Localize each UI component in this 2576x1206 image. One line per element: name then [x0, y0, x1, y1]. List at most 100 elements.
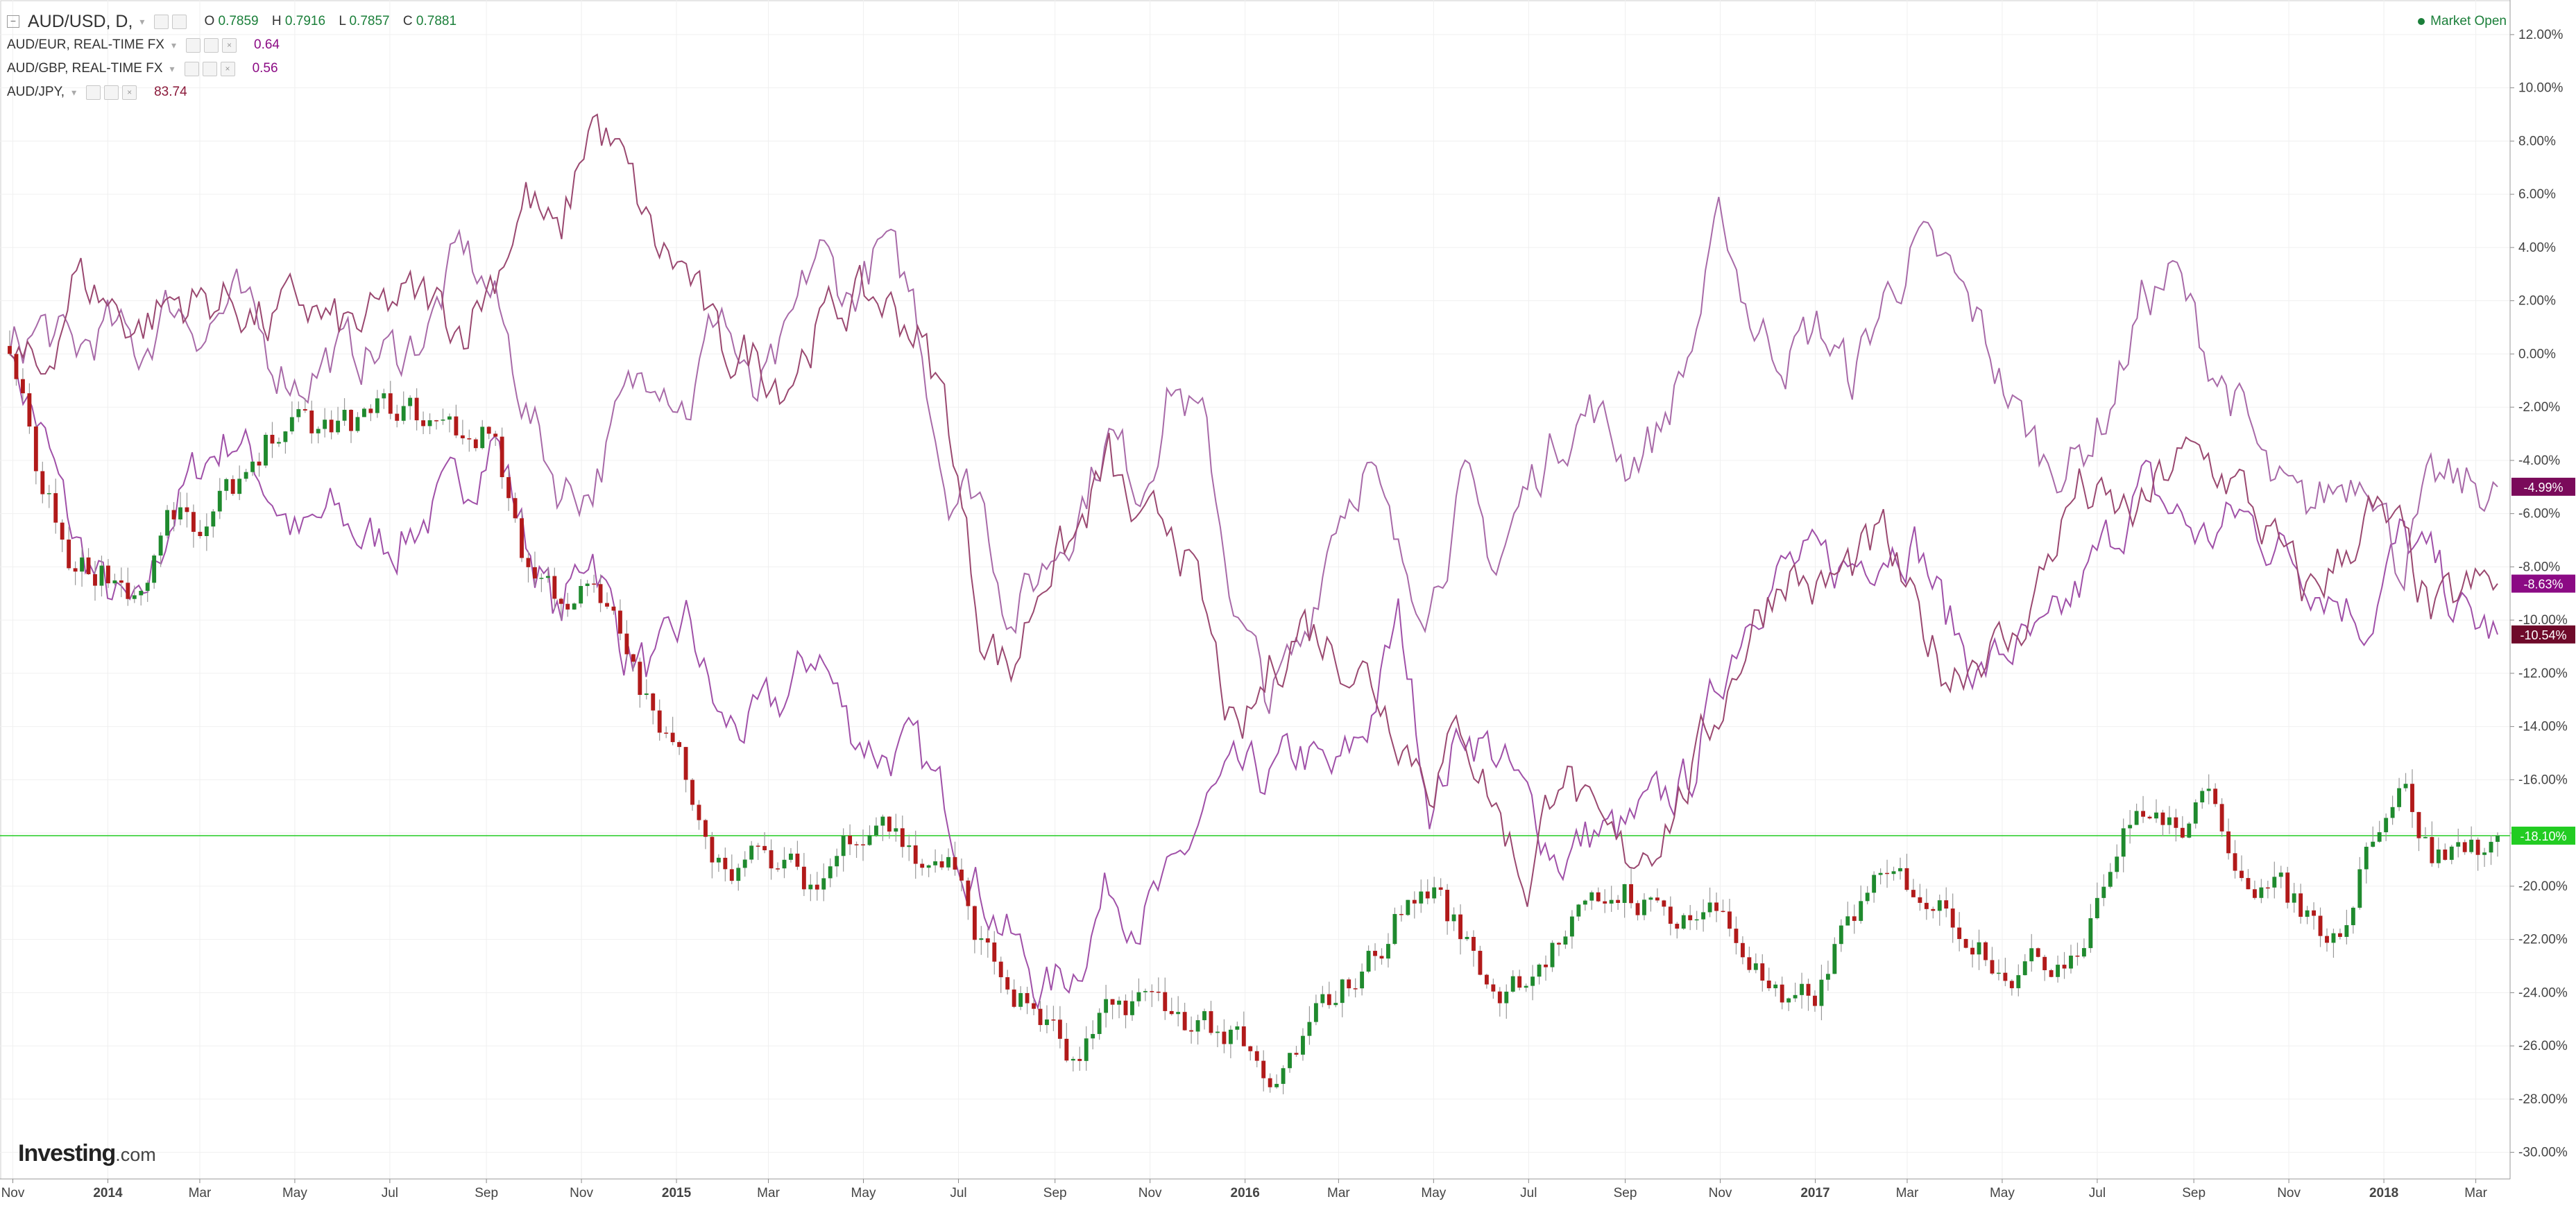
x-tick-label: Jul: [1520, 1186, 1537, 1200]
legend-label-aud-eur[interactable]: AUD/EUR, REAL-TIME FX: [7, 37, 164, 52]
candle-body: [1878, 872, 1883, 875]
candle-body: [1091, 1033, 1095, 1039]
close-icon[interactable]: ×: [222, 37, 237, 53]
candle-body: [1445, 890, 1450, 922]
candle-body: [2121, 828, 2126, 857]
candle-body: [1970, 947, 1974, 955]
candle-body: [1550, 942, 1555, 967]
x-tick-label: Mar: [1896, 1186, 1919, 1200]
candle-body: [493, 433, 498, 437]
candle-body: [2141, 811, 2145, 817]
settings-icon[interactable]: [202, 61, 217, 76]
eye-icon[interactable]: [186, 37, 201, 53]
candle-body: [1097, 1013, 1102, 1034]
last-value-badge: [2511, 826, 2575, 845]
symbol-title[interactable]: AUD/USD, D,: [28, 11, 133, 31]
candle-body: [2423, 836, 2428, 838]
candle-body: [1202, 1011, 1206, 1021]
candle-body: [2325, 936, 2329, 943]
candle-body: [2436, 849, 2441, 863]
candle-body: [302, 408, 307, 411]
candle-body: [644, 693, 649, 695]
y-tick-label: -4.00%: [2518, 454, 2560, 468]
last-value-label: -18.10%: [2520, 829, 2566, 843]
candle-body: [1694, 919, 1699, 921]
chevron-down-icon[interactable]: ▾: [169, 62, 175, 74]
candle-body: [40, 471, 45, 494]
eye-icon[interactable]: [154, 14, 169, 29]
chevron-down-icon[interactable]: ▾: [139, 15, 145, 27]
candle-body: [2095, 897, 2099, 919]
candle-body: [2029, 948, 2034, 962]
candle-body: [1071, 1058, 1075, 1061]
candle-body: [808, 884, 813, 890]
close-icon[interactable]: ×: [220, 61, 235, 76]
candle-body: [1038, 1008, 1043, 1026]
candle-body: [2022, 961, 2027, 976]
candle-body: [217, 490, 222, 512]
y-tick-label: 4.00%: [2518, 241, 2556, 255]
candle-body: [1313, 1003, 1318, 1022]
candle-body: [2278, 872, 2283, 877]
candle-body: [959, 869, 964, 881]
candle-body: [2285, 872, 2290, 903]
candle-body: [2430, 836, 2434, 863]
candle-body: [126, 583, 130, 599]
candle-body: [46, 493, 51, 494]
candle-body: [473, 439, 478, 449]
chevron-down-icon[interactable]: ▾: [71, 86, 77, 98]
candle-body: [434, 420, 438, 422]
candle-body: [1786, 998, 1791, 1003]
settings-icon[interactable]: [104, 85, 119, 100]
candle-body: [2108, 872, 2113, 887]
candle-body: [2154, 812, 2158, 819]
candle-body: [2101, 886, 2106, 898]
settings-icon[interactable]: [172, 14, 187, 29]
candle-body: [2298, 893, 2303, 917]
settings-icon[interactable]: [204, 37, 219, 53]
candle-body: [2062, 965, 2067, 969]
close-icon[interactable]: ×: [122, 85, 137, 100]
candle-body: [789, 853, 793, 860]
candle-body: [158, 535, 163, 556]
candle-body: [1668, 906, 1673, 924]
x-tick-label: Mar: [189, 1186, 212, 1200]
candle-body: [132, 595, 137, 599]
y-tick-label: -8.00%: [2518, 560, 2560, 574]
candle-body: [1832, 944, 1837, 974]
y-tick-label: -16.00%: [2518, 773, 2568, 787]
x-tick-label: Nov: [1138, 1186, 1162, 1200]
x-tick-label: Sep: [1614, 1186, 1637, 1200]
candle-body: [769, 850, 774, 869]
legend-label-aud-gbp[interactable]: AUD/GBP, REAL-TIME FX: [7, 61, 163, 76]
candle-body: [2384, 818, 2389, 833]
candle-body: [454, 416, 459, 436]
candle-body: [2312, 910, 2317, 916]
close-value: 0.7881: [416, 14, 457, 28]
x-tick-label: Nov: [570, 1186, 593, 1200]
candle-body: [1728, 911, 1732, 929]
candle-body: [1458, 914, 1462, 940]
eye-icon[interactable]: [86, 85, 101, 100]
collapse-icon[interactable]: −: [7, 15, 19, 28]
eye-icon[interactable]: [184, 61, 199, 76]
candle-body: [368, 408, 373, 413]
candle-body: [1373, 951, 1377, 956]
chevron-down-icon[interactable]: ▾: [171, 39, 177, 51]
candle-body: [362, 408, 366, 417]
candle-body: [1806, 983, 1811, 996]
candle-body: [2390, 807, 2395, 818]
candle-body: [185, 507, 189, 512]
candle-body: [2147, 816, 2152, 819]
legend-label-aud-jpy[interactable]: AUD/JPY,: [7, 85, 65, 99]
y-tick-label: 8.00%: [2518, 134, 2556, 148]
candle-body: [349, 409, 353, 431]
candle-body: [2305, 910, 2310, 917]
y-tick-label: -30.00%: [2518, 1146, 2568, 1160]
candle-body: [1195, 1020, 1200, 1032]
candle-body: [1327, 994, 1331, 1006]
candle-body: [631, 654, 636, 662]
candle-body: [14, 354, 19, 379]
